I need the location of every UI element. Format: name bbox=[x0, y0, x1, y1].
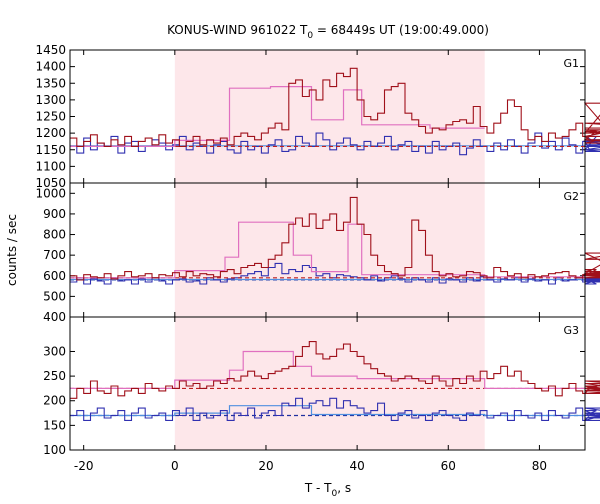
burst-interval-highlight bbox=[174, 50, 485, 183]
y-tick-label: 1200 bbox=[35, 126, 66, 140]
y-tick-label: 1050 bbox=[35, 176, 66, 190]
y-tick-label: 1450 bbox=[35, 43, 66, 57]
panel-g1: 1050 1100 1150 1200 1250 1300 1350 1400 1450 G1 bbox=[35, 43, 600, 190]
y-tick-label: 700 bbox=[43, 248, 66, 262]
red-light-curve bbox=[70, 341, 600, 399]
red-fit-line bbox=[70, 221, 585, 279]
y-tick-label: 150 bbox=[43, 418, 66, 432]
panel-frame bbox=[69, 316, 586, 451]
red-light-curve bbox=[70, 67, 600, 147]
x-tick-label: -20 bbox=[74, 459, 94, 473]
y-tick-label: 1250 bbox=[35, 110, 66, 124]
y-tick-label: 200 bbox=[43, 394, 66, 408]
y-tick-label: 400 bbox=[43, 310, 66, 324]
chart-title: KONUS-WIND 961022 T0 = 68449s UT (19:00:… bbox=[167, 23, 489, 41]
x-tick-label: 20 bbox=[258, 459, 273, 473]
y-tick-label: 900 bbox=[43, 207, 66, 221]
x-axis-label: T - T0, s bbox=[304, 481, 351, 499]
x-tick-label: 40 bbox=[349, 459, 364, 473]
panel-label: G3 bbox=[563, 324, 579, 337]
panel-g3: 100 150 200 250 300 G3 bbox=[43, 316, 600, 457]
y-tick-label: 500 bbox=[43, 289, 66, 303]
y-tick-label: 300 bbox=[43, 344, 66, 358]
panel-g2: 400 500 600 700 800 900 1000 G2 bbox=[35, 182, 600, 324]
y-tick-label: 1100 bbox=[35, 159, 66, 173]
blue-light-curve bbox=[70, 132, 600, 156]
x-tick-label: 0 bbox=[171, 459, 179, 473]
blue-fit-line bbox=[70, 405, 585, 417]
panel-label: G1 bbox=[563, 57, 579, 70]
y-tick-label: 100 bbox=[43, 443, 66, 457]
panels: 1050 1100 1150 1200 1250 1300 1350 1400 1450 G1 40… bbox=[35, 43, 600, 457]
y-tick-label: 1300 bbox=[35, 93, 66, 107]
red-fit-line bbox=[70, 350, 585, 389]
y-tick-label: 600 bbox=[43, 269, 66, 283]
x-axis-ticks: -20 0 20 40 60 80 bbox=[74, 459, 547, 473]
x-tick-label: 80 bbox=[532, 459, 547, 473]
y-axis-label: counts / sec bbox=[5, 214, 19, 286]
blue-light-curve bbox=[70, 262, 600, 285]
blue-light-curve bbox=[70, 397, 600, 421]
red-fit-line bbox=[70, 86, 485, 147]
red-light-curve bbox=[70, 196, 600, 281]
y-tick-label: 1000 bbox=[35, 186, 66, 200]
y-tick-label: 1400 bbox=[35, 60, 66, 74]
panel-label: G2 bbox=[563, 190, 579, 203]
y-tick-label: 1350 bbox=[35, 76, 66, 90]
burst-interval-highlight bbox=[174, 183, 485, 317]
x-tick-label: 60 bbox=[441, 459, 456, 473]
y-tick-label: 250 bbox=[43, 369, 66, 383]
y-tick-label: 800 bbox=[43, 228, 66, 242]
y-tick-label: 1150 bbox=[35, 143, 66, 157]
